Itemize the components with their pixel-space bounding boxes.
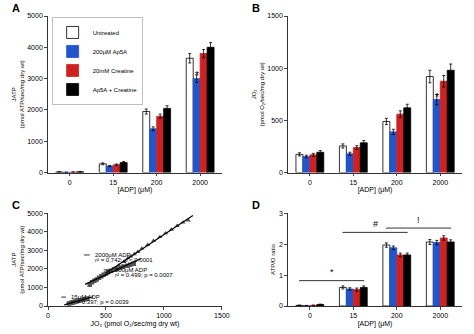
svg-text:2000: 2000 [432,179,448,186]
svg-text:1000: 1000 [27,284,43,291]
svg-text:C: C [12,199,20,211]
svg-text:2000: 2000 [27,265,43,272]
svg-text:15: 15 [349,312,357,319]
svg-text:0: 0 [39,169,43,176]
svg-text:[ADP] (μM): [ADP] (μM) [358,320,393,328]
svg-text:0: 0 [279,169,283,176]
svg-text:4000: 4000 [27,44,43,51]
svg-text:B: B [252,2,260,14]
svg-text:1000: 1000 [27,138,43,145]
svg-text:1500: 1500 [267,12,283,19]
svg-text:1000: 1000 [267,65,283,72]
svg-text:ATP/O ratio: ATP/O ratio [270,243,276,275]
svg-text:JO₂(pmol O₂/sec/mg dry wt): JO₂(pmol O₂/sec/mg dry wt) [251,62,265,126]
svg-text:Ap5A + Creatine: Ap5A + Creatine [93,87,138,93]
svg-text:A: A [12,2,20,14]
svg-text:200μM ADP: 200μM ADP [115,267,147,273]
svg-text:500: 500 [100,312,112,319]
svg-text:5000: 5000 [27,210,43,217]
svg-text:15: 15 [349,179,357,186]
svg-text:200: 200 [151,179,163,186]
svg-text:0: 0 [308,312,312,319]
svg-text:JO₂ (pmol O₂/sec/mg dry wt): JO₂ (pmol O₂/sec/mg dry wt) [91,320,180,328]
svg-text:*: * [330,267,334,277]
svg-text:r² = 0.499; p = 0.0007: r² = 0.499; p = 0.0007 [115,272,173,278]
svg-text:0: 0 [68,179,72,186]
svg-text:3: 3 [279,210,283,217]
svg-text:200: 200 [391,312,403,319]
svg-text:*: * [435,92,439,103]
svg-text:2000: 2000 [27,106,43,113]
svg-text:5000: 5000 [27,12,43,19]
svg-text:Untreated: Untreated [93,30,119,36]
svg-text:1500: 1500 [214,312,230,319]
svg-text:20mM Creatine: 20mM Creatine [93,68,135,74]
svg-text:[ADP] (μM): [ADP] (μM) [118,186,153,194]
svg-text:15μM ADP: 15μM ADP [71,294,100,300]
svg-text:200μM Ap5A: 200μM Ap5A [93,49,127,55]
svg-text:4000: 4000 [27,228,43,235]
svg-text:0: 0 [279,302,283,309]
svg-text:r² = 0.742; p < 0.0001: r² = 0.742; p < 0.0001 [95,257,153,263]
svg-text:2000: 2000 [192,179,208,186]
svg-text:D: D [252,199,260,211]
svg-text:2000μM ADP: 2000μM ADP [95,252,130,258]
svg-text:JATP(pmol ATP/sec/mg dry wt): JATP(pmol ATP/sec/mg dry wt) [11,60,25,128]
svg-text:[ADP] (μM): [ADP] (μM) [358,186,393,194]
svg-text:#: # [373,219,378,229]
svg-text:200: 200 [391,179,403,186]
svg-text:3000: 3000 [27,247,43,254]
svg-text:1: 1 [279,272,283,279]
svg-text:*: * [195,70,199,81]
svg-text:r² = 0.397; p = 0.0039: r² = 0.397; p = 0.0039 [71,299,129,305]
svg-text:3000: 3000 [27,75,43,82]
svg-text:2: 2 [279,241,283,248]
svg-text:!: ! [417,215,420,225]
svg-text:15: 15 [109,179,117,186]
svg-text:0: 0 [46,312,50,319]
svg-text:1000: 1000 [156,312,172,319]
svg-text:0: 0 [39,302,43,309]
svg-text:500: 500 [271,117,283,124]
svg-text:2000: 2000 [432,312,448,319]
svg-text:JATP(pmol ATP/sec/mg dry wt): JATP(pmol ATP/sec/mg dry wt) [11,225,25,293]
svg-text:0: 0 [308,179,312,186]
